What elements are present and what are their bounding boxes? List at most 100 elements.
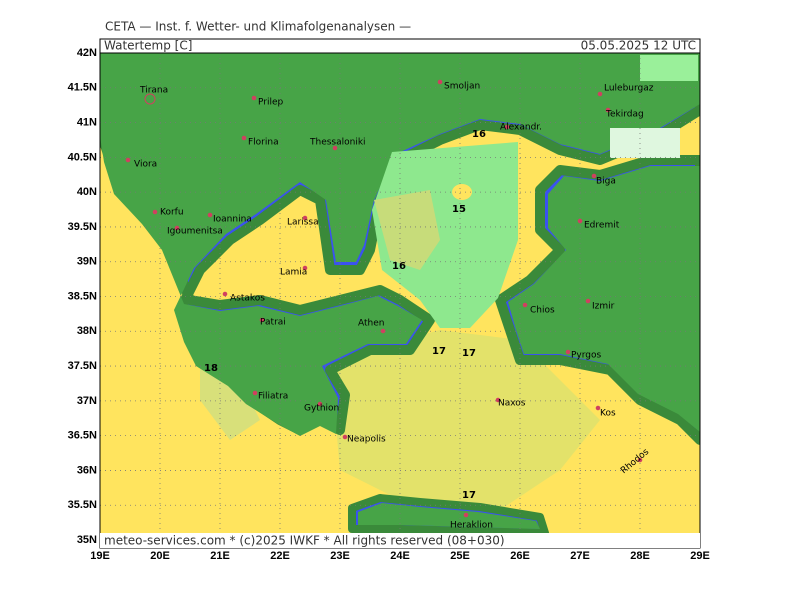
place-label: Florina (248, 138, 279, 148)
lat-tick-label: 37N (77, 395, 97, 407)
place-marker (174, 225, 180, 231)
lon-tick-label: 23E (330, 550, 350, 562)
place-label: Prilep (258, 98, 284, 108)
contour-label: 15 (452, 204, 466, 215)
sea-warm (452, 184, 472, 200)
place-marker (591, 173, 597, 179)
place-label: Kos (600, 409, 616, 419)
place-marker (207, 212, 213, 218)
place-label: Heraklion (450, 521, 493, 531)
place-marker (317, 401, 323, 407)
place-marker (251, 95, 257, 101)
sea-cool (640, 55, 698, 81)
credit: meteo-services.com * (c)2025 IWKF * All … (104, 534, 505, 548)
place-label: Filiatra (258, 392, 288, 402)
place-label: Patrai (260, 318, 286, 328)
place-label: Korfu (160, 208, 184, 218)
lon-tick-label: 28E (630, 550, 650, 562)
sea-mid (330, 330, 600, 510)
variable-label: Watertemp [C] (104, 39, 192, 53)
lon-tick-label: 24E (390, 550, 410, 562)
land (100, 53, 700, 436)
place-marker (332, 145, 338, 151)
lat-tick-label: 41N (77, 116, 97, 128)
place-marker (380, 328, 386, 334)
lat-tick-label: 39.5N (68, 221, 97, 233)
place-marker (522, 302, 528, 308)
place-marker (504, 124, 510, 130)
place-marker (302, 215, 308, 221)
place-marker (302, 265, 308, 271)
lon-tick-label: 21E (210, 550, 230, 562)
land (508, 166, 700, 432)
place-label: Alexandr. (500, 123, 542, 133)
place-label: Lamia (280, 268, 307, 278)
lat-tick-label: 41.5N (68, 82, 97, 94)
contour-label: 17 (462, 348, 476, 359)
lat-tick-label: 36.5N (68, 430, 97, 442)
lon-tick-label: 19E (90, 550, 110, 562)
place-label: Neapolis (347, 435, 386, 445)
place-marker (241, 135, 247, 141)
lat-tick-label: 37.5N (68, 360, 97, 372)
place-label: Athen (358, 319, 384, 329)
lon-tick-label: 27E (570, 550, 590, 562)
place-marker (585, 298, 591, 304)
place-marker (495, 397, 501, 403)
place-label: Thessaloniki (309, 138, 366, 148)
lat-tick-label: 39N (77, 256, 97, 268)
contour-label: 16 (472, 129, 486, 140)
place-marker (144, 93, 156, 105)
place-label: Tirana (139, 86, 168, 96)
lon-tick-label: 20E (150, 550, 170, 562)
contour-label: 17 (432, 346, 446, 357)
lat-tick-label: 36N (77, 464, 97, 476)
place-label: Izmir (592, 302, 615, 312)
place-marker (577, 218, 583, 224)
land (358, 503, 540, 529)
place-marker (342, 434, 348, 440)
place-marker (605, 107, 611, 113)
place-label: Edremit (584, 221, 620, 231)
place-label: Luleburgaz (604, 84, 654, 94)
place-label: Gythion (304, 404, 339, 414)
place-label: Tekirdag (605, 110, 644, 120)
lon-tick-label: 25E (450, 550, 470, 562)
place-marker (437, 79, 443, 85)
place-marker (259, 317, 265, 323)
lon-tick-label: 22E (270, 550, 290, 562)
place-label: Larissa (287, 218, 319, 228)
lat-tick-label: 40.5N (68, 151, 97, 163)
place-label: Biga (596, 177, 616, 187)
place-label: Smoljan (444, 82, 480, 92)
place-marker (597, 91, 603, 97)
lat-tick-label: 35.5N (68, 499, 97, 511)
place-marker (252, 390, 258, 396)
place-marker (463, 512, 469, 518)
place-label: Pyrgos (571, 351, 602, 361)
place-marker (222, 291, 228, 297)
place-marker (565, 349, 571, 355)
place-label: Astakos (230, 294, 265, 304)
lat-tick-label: 42N (77, 47, 97, 59)
place-label: Igoumenitsa (167, 227, 223, 237)
place-marker (637, 457, 643, 463)
valid-time: 05.05.2025 12 UTC (581, 39, 696, 53)
header-title: CETA — Inst. f. Wetter- und Klimafolgena… (105, 20, 411, 34)
sea-cool (610, 128, 680, 158)
place-label: Naxos (498, 399, 526, 409)
place-marker (125, 157, 131, 163)
contour-label: 17 (462, 490, 476, 501)
place-label: Ioannina (213, 215, 252, 225)
lat-tick-label: 38.5N (68, 290, 97, 302)
contour-label: 18 (204, 363, 218, 374)
sea-mid (374, 190, 440, 270)
credit-bar (100, 533, 700, 548)
place-marker (152, 209, 158, 215)
contour-label: 16 (392, 261, 406, 272)
lon-tick-label: 26E (510, 550, 530, 562)
place-label: Chios (530, 306, 555, 316)
title-bar (99, 38, 701, 54)
sea-cool (372, 142, 518, 328)
